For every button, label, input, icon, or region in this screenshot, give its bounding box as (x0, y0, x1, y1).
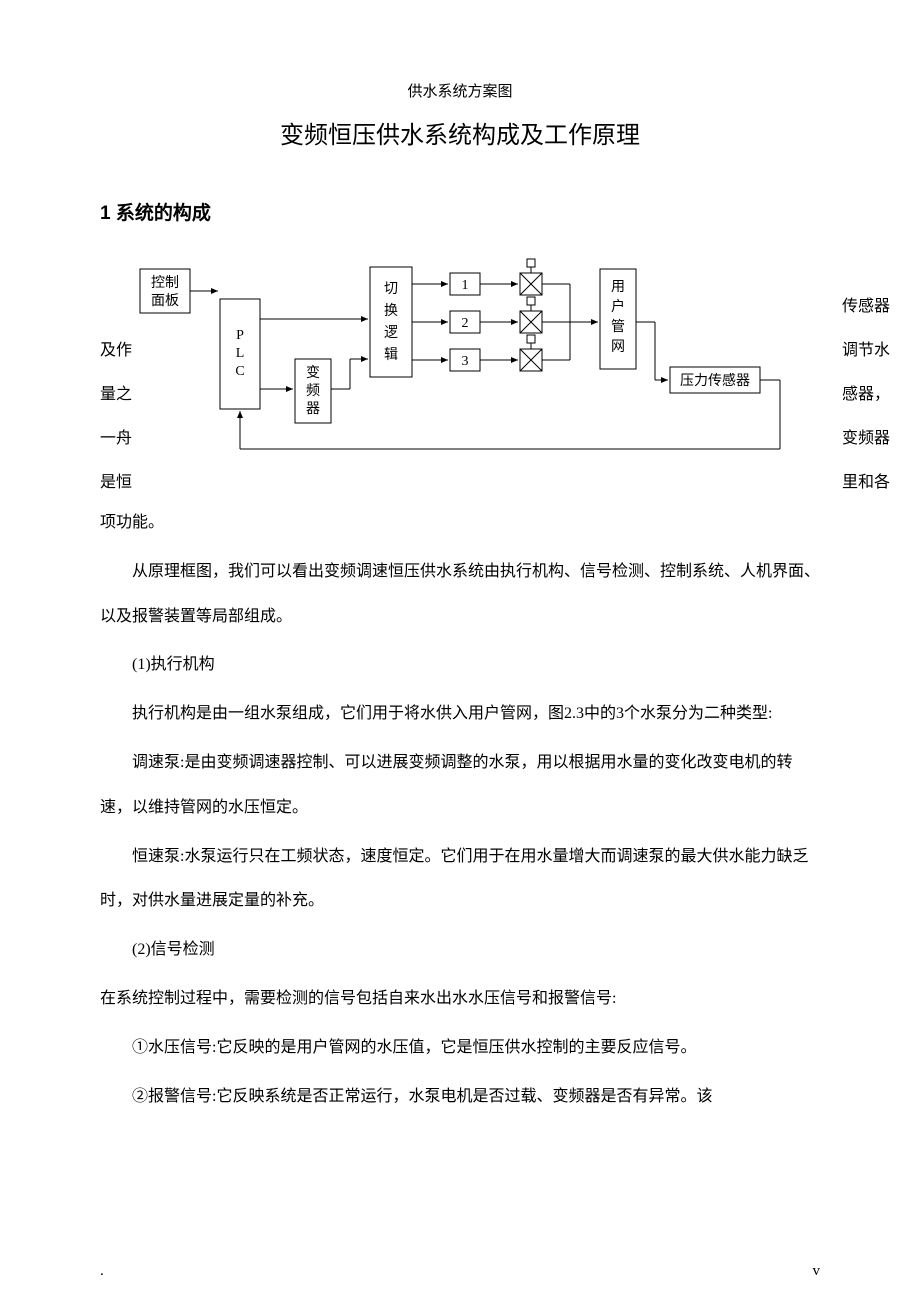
section-1-heading: 1 系统的构成 (100, 198, 820, 225)
document-title: 变频恒压供水系统构成及工作原理 (100, 115, 820, 150)
svg-text:L: L (236, 346, 245, 361)
valve-3-icon (520, 335, 542, 371)
valve-1-icon (520, 259, 542, 295)
bgtext-r5: 里和各 (842, 461, 890, 506)
svg-text:逻: 逻 (384, 325, 398, 341)
para-5: 恒速泵:水泵运行只在工频状态，速度恒定。它们用于在用水量增大而调速泵的最大供水能… (100, 835, 820, 925)
bgtext-r4: 变频器 (842, 417, 890, 462)
svg-text:换: 换 (384, 302, 398, 319)
system-diagram: 传感器 及作 调节水 量之 感器， 一舟 变频器 是恒 里和各 控制 面板 P … (100, 249, 820, 489)
svg-text:2: 2 (462, 316, 469, 331)
para-6: 在系统控制过程中，需要检测的信号包括自来水出水水压信号和报警信号: (100, 977, 820, 1022)
svg-text:P: P (236, 328, 244, 343)
svg-text:控制: 控制 (151, 275, 179, 291)
svg-text:切: 切 (384, 281, 398, 297)
footer-right: v (813, 1263, 821, 1280)
para-7: ①水压信号:它反映的是用户管网的水压值，它是恒压供水控制的主要反应信号。 (100, 1026, 820, 1071)
header-small: 供水系统方案图 (100, 80, 820, 101)
bgtext-r2: 调节水 (842, 329, 890, 374)
svg-text:户: 户 (611, 298, 625, 315)
para-8: ②报警信号:它反映系统是否正常运行，水泵电机是否过载、变频器是否有异常。该 (100, 1075, 820, 1120)
flowchart-svg: 控制 面板 P L C 变 频 器 切 换 逻 辑 1 2 3 (100, 249, 820, 489)
bgtext-r3: 感器， (842, 373, 890, 418)
footer-left: . (100, 1263, 104, 1280)
svg-text:网: 网 (611, 340, 625, 355)
svg-text:管: 管 (611, 319, 625, 335)
svg-text:器: 器 (306, 402, 320, 417)
svg-text:用: 用 (611, 280, 625, 295)
para-3: 执行机构是由一组水泵组成，它们用于将水供入用户管网，图2.3中的3个水泵分为二种… (100, 692, 820, 737)
svg-text:压力传感器: 压力传感器 (680, 372, 750, 389)
svg-text:变: 变 (306, 365, 320, 381)
sub-1: (1)执行机构 (100, 643, 820, 688)
svg-text:C: C (235, 364, 244, 379)
sub-2: (2)信号检测 (100, 928, 820, 973)
bgtext-r1: 传感器 (842, 285, 890, 330)
para-4: 调速泵:是由变频调速器控制、可以进展变频调整的水泵，用以根据用水量的变化改变电机… (100, 741, 820, 831)
para-after-diagram: 项功能。 (100, 501, 820, 546)
valve-2-icon (520, 297, 542, 333)
svg-text:辑: 辑 (384, 347, 398, 363)
para-2: 从原理框图，我们可以看出变频调速恒压供水系统由执行机构、信号检测、控制系统、人机… (100, 550, 820, 640)
svg-text:面板: 面板 (151, 293, 179, 309)
svg-text:3: 3 (462, 354, 469, 369)
svg-text:1: 1 (462, 278, 469, 293)
svg-text:频: 频 (306, 383, 320, 399)
